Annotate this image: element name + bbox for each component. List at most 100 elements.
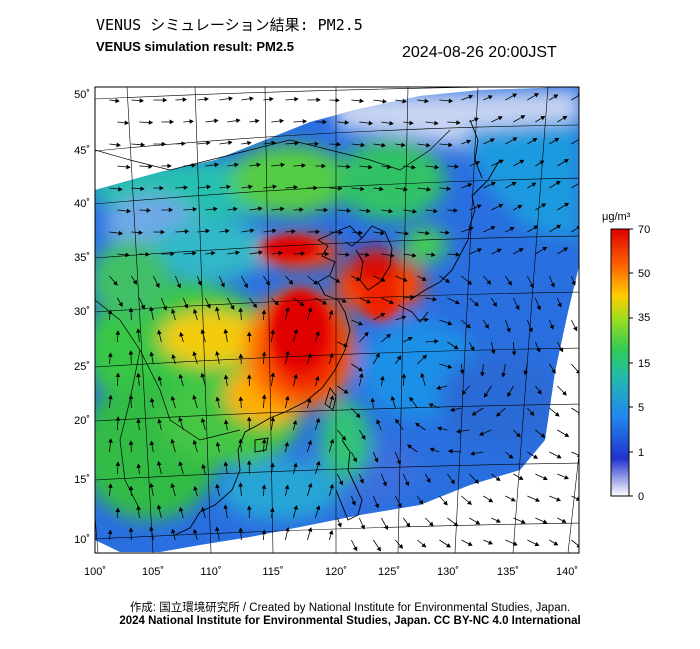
wind-arrow-head	[402, 98, 407, 104]
wind-arrow-head	[270, 416, 275, 422]
wind-arrow-head	[562, 390, 567, 396]
wind-arrow-head	[475, 520, 481, 525]
wind-arrow-head	[223, 419, 229, 425]
wind-arrow-head	[261, 438, 267, 444]
wind-arrow-head	[380, 313, 386, 318]
wind-arrow-head	[193, 485, 198, 491]
lat-label-30: 30˚	[74, 306, 90, 318]
wind-arrow-head	[329, 352, 334, 358]
lon-label-125: 125˚	[378, 566, 400, 578]
wind-arrow-head	[191, 163, 197, 168]
wind-arrow-head	[272, 228, 277, 234]
wind-arrow-head	[299, 207, 304, 212]
wind-arrow	[571, 138, 579, 145]
wind-arrow	[579, 342, 587, 352]
wind-arrow-head	[189, 119, 194, 124]
wind-arrow-head	[328, 309, 334, 315]
wind-arrow-head	[405, 522, 411, 528]
wind-arrow-head	[293, 328, 299, 334]
wind-arrow-head	[162, 305, 168, 311]
wind-arrow-head	[370, 397, 376, 403]
wind-arrow-head	[345, 252, 350, 257]
wind-arrow-head	[388, 208, 393, 214]
wind-arrow-head	[360, 524, 365, 530]
wind-arrow-head	[520, 115, 526, 120]
wind-arrow-head	[578, 137, 579, 139]
title-english: VENUS simulation result: PM2.5	[96, 39, 294, 54]
wind-arrow-head	[519, 159, 525, 164]
wind-arrow-head	[176, 283, 182, 289]
wind-arrow-head	[447, 364, 453, 369]
wind-arrow-head	[116, 142, 121, 148]
wind-arrow-head	[192, 439, 198, 445]
wind-arrow-head	[125, 252, 130, 258]
wind-arrow-head	[564, 475, 569, 480]
wind-arrow-head	[140, 186, 145, 192]
wind-arrow-head	[265, 280, 270, 286]
wind-arrow-head	[586, 390, 589, 393]
wind-arrow-head	[107, 352, 113, 358]
wind-arrow-head	[228, 96, 234, 101]
wind-arrow-head	[113, 280, 118, 286]
wind-arrow-head	[246, 460, 252, 465]
wind-arrow-head	[178, 506, 184, 512]
wind-arrow-head	[536, 347, 541, 353]
wind-arrow-head	[512, 137, 518, 142]
wind-arrow-head	[223, 328, 229, 334]
wind-arrow-head	[341, 435, 347, 441]
wind-arrow-head	[215, 396, 221, 402]
wind-arrow-head	[149, 482, 154, 488]
wind-arrow-head	[562, 115, 568, 121]
wind-arrow-head	[136, 372, 141, 378]
wind-arrow-head	[225, 228, 230, 234]
wind-arrow-head	[515, 432, 521, 438]
wind-arrow-head	[418, 499, 424, 505]
wind-arrow-head	[365, 252, 370, 258]
wind-arrow	[579, 474, 588, 478]
wind-arrow-head	[434, 339, 439, 344]
wind-arrow	[571, 226, 579, 233]
wind-arrow-head	[299, 301, 305, 306]
wind-arrow-head	[179, 331, 184, 337]
wind-arrow-head	[313, 185, 318, 191]
wind-arrow-head	[300, 251, 306, 256]
wind-arrow-head	[453, 344, 459, 350]
wind-arrow-head	[178, 373, 184, 379]
wind-arrow-head	[323, 207, 329, 213]
wind-arrow-head	[274, 300, 279, 306]
wind-arrow-head	[412, 209, 418, 214]
wind-arrow-head	[329, 483, 334, 489]
wind-arrow-head	[380, 277, 386, 282]
wind-arrow-head	[512, 93, 518, 98]
wind-arrow-head	[322, 119, 327, 125]
wind-arrow-head	[178, 461, 183, 467]
wind-arrow-head	[322, 300, 327, 305]
lon-label-140: 140˚	[556, 566, 578, 578]
wind-arrow-head	[450, 479, 455, 485]
wind-arrow-head	[415, 422, 420, 428]
wind-arrow-head	[115, 461, 121, 466]
wind-arrow-head	[261, 309, 267, 315]
wind-arrow-head	[307, 439, 313, 445]
wind-arrow-head	[270, 372, 276, 377]
wind-arrow-head	[584, 249, 587, 252]
wind-arrow	[571, 539, 579, 547]
wind-arrow-head	[160, 229, 165, 235]
wind-arrow-head	[476, 204, 482, 209]
wind-arrow-head	[115, 330, 121, 335]
wind-arrow-head	[426, 478, 431, 484]
wind-arrow-head	[228, 140, 233, 146]
wind-arrow-head	[360, 186, 365, 192]
wind-arrow-head	[511, 181, 517, 187]
wind-arrow-head	[314, 375, 320, 381]
wind-arrow-head	[315, 229, 321, 235]
wind-arrow-head	[510, 497, 516, 502]
wind-arrow-head	[450, 407, 455, 412]
wind-arrow-head	[374, 503, 380, 509]
lon-label-115: 115˚	[262, 566, 283, 578]
wind-arrow-head	[355, 413, 361, 418]
wind-arrow-head	[192, 394, 197, 400]
wind-arrow-head	[247, 140, 252, 146]
wind-arrow-head	[167, 163, 172, 169]
